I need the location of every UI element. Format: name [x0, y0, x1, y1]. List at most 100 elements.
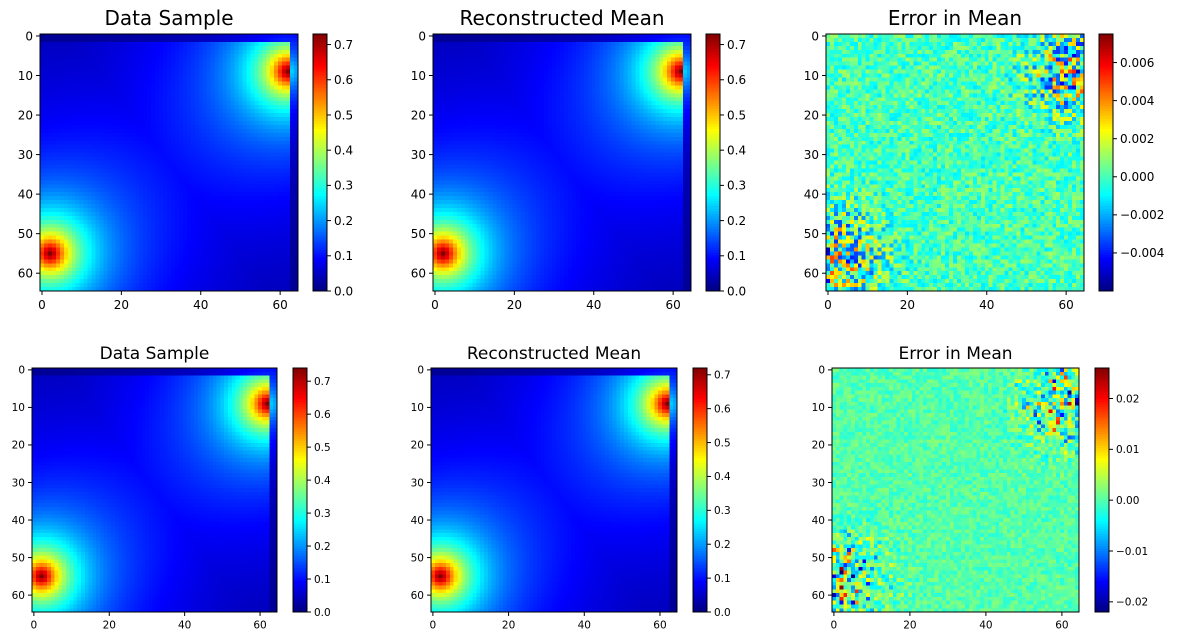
- heatmap-cell: [151, 149, 155, 153]
- heatmap-cell: [159, 129, 163, 133]
- heatmap-cell: [60, 216, 64, 220]
- heatmap-cell: [258, 153, 262, 157]
- heatmap-cell: [64, 224, 68, 228]
- heatmap-cell: [171, 283, 175, 287]
- heatmap-cell: [238, 77, 242, 81]
- heatmap-cell: [274, 77, 278, 81]
- heatmap-cell: [540, 34, 544, 38]
- heatmap-cell: [234, 248, 238, 252]
- heatmap-cell: [96, 141, 100, 145]
- heatmap-cell: [211, 216, 215, 220]
- colorbar-tick-label: 0.7: [334, 38, 353, 52]
- heatmap-cell: [64, 180, 68, 184]
- heatmap-cell: [203, 109, 207, 113]
- heatmap-cell: [290, 74, 294, 78]
- heatmap-cell: [60, 212, 64, 216]
- heatmap-cell: [175, 164, 179, 168]
- heatmap-cell: [100, 81, 104, 85]
- heatmap-cell: [286, 228, 290, 232]
- heatmap-cell: [290, 212, 294, 216]
- heatmap-cell: [68, 133, 72, 137]
- heatmap-cell: [477, 46, 481, 50]
- heatmap-cell: [183, 141, 187, 145]
- heatmap-cell: [238, 240, 242, 244]
- heatmap-cell: [536, 34, 540, 38]
- heatmap-cell: [211, 81, 215, 85]
- heatmap-cell: [262, 145, 266, 149]
- heatmap-cell: [100, 244, 104, 248]
- heatmap-cell: [84, 117, 88, 121]
- heatmap-cell: [477, 50, 481, 54]
- heatmap-cell: [246, 236, 250, 240]
- heatmap-cell: [528, 42, 532, 46]
- heatmap-cell: [100, 224, 104, 228]
- heatmap-cell: [64, 46, 68, 50]
- heatmap-cell: [64, 240, 68, 244]
- heatmap-cell: [286, 141, 290, 145]
- heatmap-cell: [215, 141, 219, 145]
- heatmap-cell: [100, 184, 104, 188]
- heatmap-cell: [100, 74, 104, 78]
- heatmap-cell: [131, 70, 135, 74]
- heatmap-cell: [123, 46, 127, 50]
- heatmap-cell: [44, 184, 48, 188]
- heatmap-cell: [242, 133, 246, 137]
- heatmap-cell: [135, 176, 139, 180]
- heatmap-cell: [171, 62, 175, 66]
- heatmap-cell: [679, 34, 683, 38]
- heatmap-cell: [219, 208, 223, 212]
- heatmap-cell: [115, 251, 119, 255]
- heatmap-cell: [171, 216, 175, 220]
- heatmap-cell: [278, 161, 282, 165]
- heatmap-cell: [72, 70, 76, 74]
- heatmap-cell: [80, 267, 84, 271]
- heatmap-cell: [56, 42, 60, 46]
- heatmap-cell: [147, 54, 151, 58]
- heatmap-cell: [100, 145, 104, 149]
- heatmap-cell: [199, 58, 203, 62]
- heatmap-cell: [461, 50, 465, 54]
- heatmap-cell: [147, 172, 151, 176]
- heatmap-cell: [127, 200, 131, 204]
- heatmap-cell: [290, 283, 294, 287]
- heatmap-cell: [96, 145, 100, 149]
- heatmap-cell: [639, 54, 643, 58]
- heatmap-cell: [489, 42, 493, 46]
- heatmap-cell: [159, 196, 163, 200]
- heatmap-cell: [227, 145, 231, 149]
- heatmap-cell: [560, 46, 564, 50]
- heatmap-cell: [278, 93, 282, 97]
- heatmap-cell: [56, 172, 60, 176]
- heatmap-cell: [246, 240, 250, 244]
- heatmap-cell: [151, 141, 155, 145]
- heatmap-cell: [96, 85, 100, 89]
- heatmap-cell: [96, 164, 100, 168]
- heatmap-cell: [151, 161, 155, 165]
- heatmap-cell: [171, 38, 175, 42]
- heatmap-cell: [191, 164, 195, 168]
- heatmap-cell: [96, 93, 100, 97]
- heatmap-cell: [203, 212, 207, 216]
- heatmap-cell: [159, 212, 163, 216]
- heatmap-cell: [44, 279, 48, 283]
- heatmap-cell: [246, 228, 250, 232]
- heatmap-cell: [68, 200, 72, 204]
- heatmap-cell: [274, 192, 278, 196]
- heatmap-cell: [544, 54, 548, 58]
- heatmap-cell: [119, 145, 123, 149]
- heatmap-cell: [48, 172, 52, 176]
- heatmap-cell: [155, 77, 159, 81]
- heatmap-cell: [131, 161, 135, 165]
- heatmap-cell: [104, 34, 108, 38]
- heatmap-cell: [489, 38, 493, 42]
- heatmap-cell: [552, 38, 556, 42]
- heatmap-cell: [143, 271, 147, 275]
- heatmap-cell: [115, 263, 119, 267]
- heatmap-cell: [219, 145, 223, 149]
- heatmap-cell: [544, 46, 548, 50]
- heatmap-cell: [286, 93, 290, 97]
- heatmap-cell: [274, 188, 278, 192]
- heatmap-cell: [219, 117, 223, 121]
- heatmap-cell: [290, 81, 294, 85]
- heatmap-cell: [250, 66, 254, 70]
